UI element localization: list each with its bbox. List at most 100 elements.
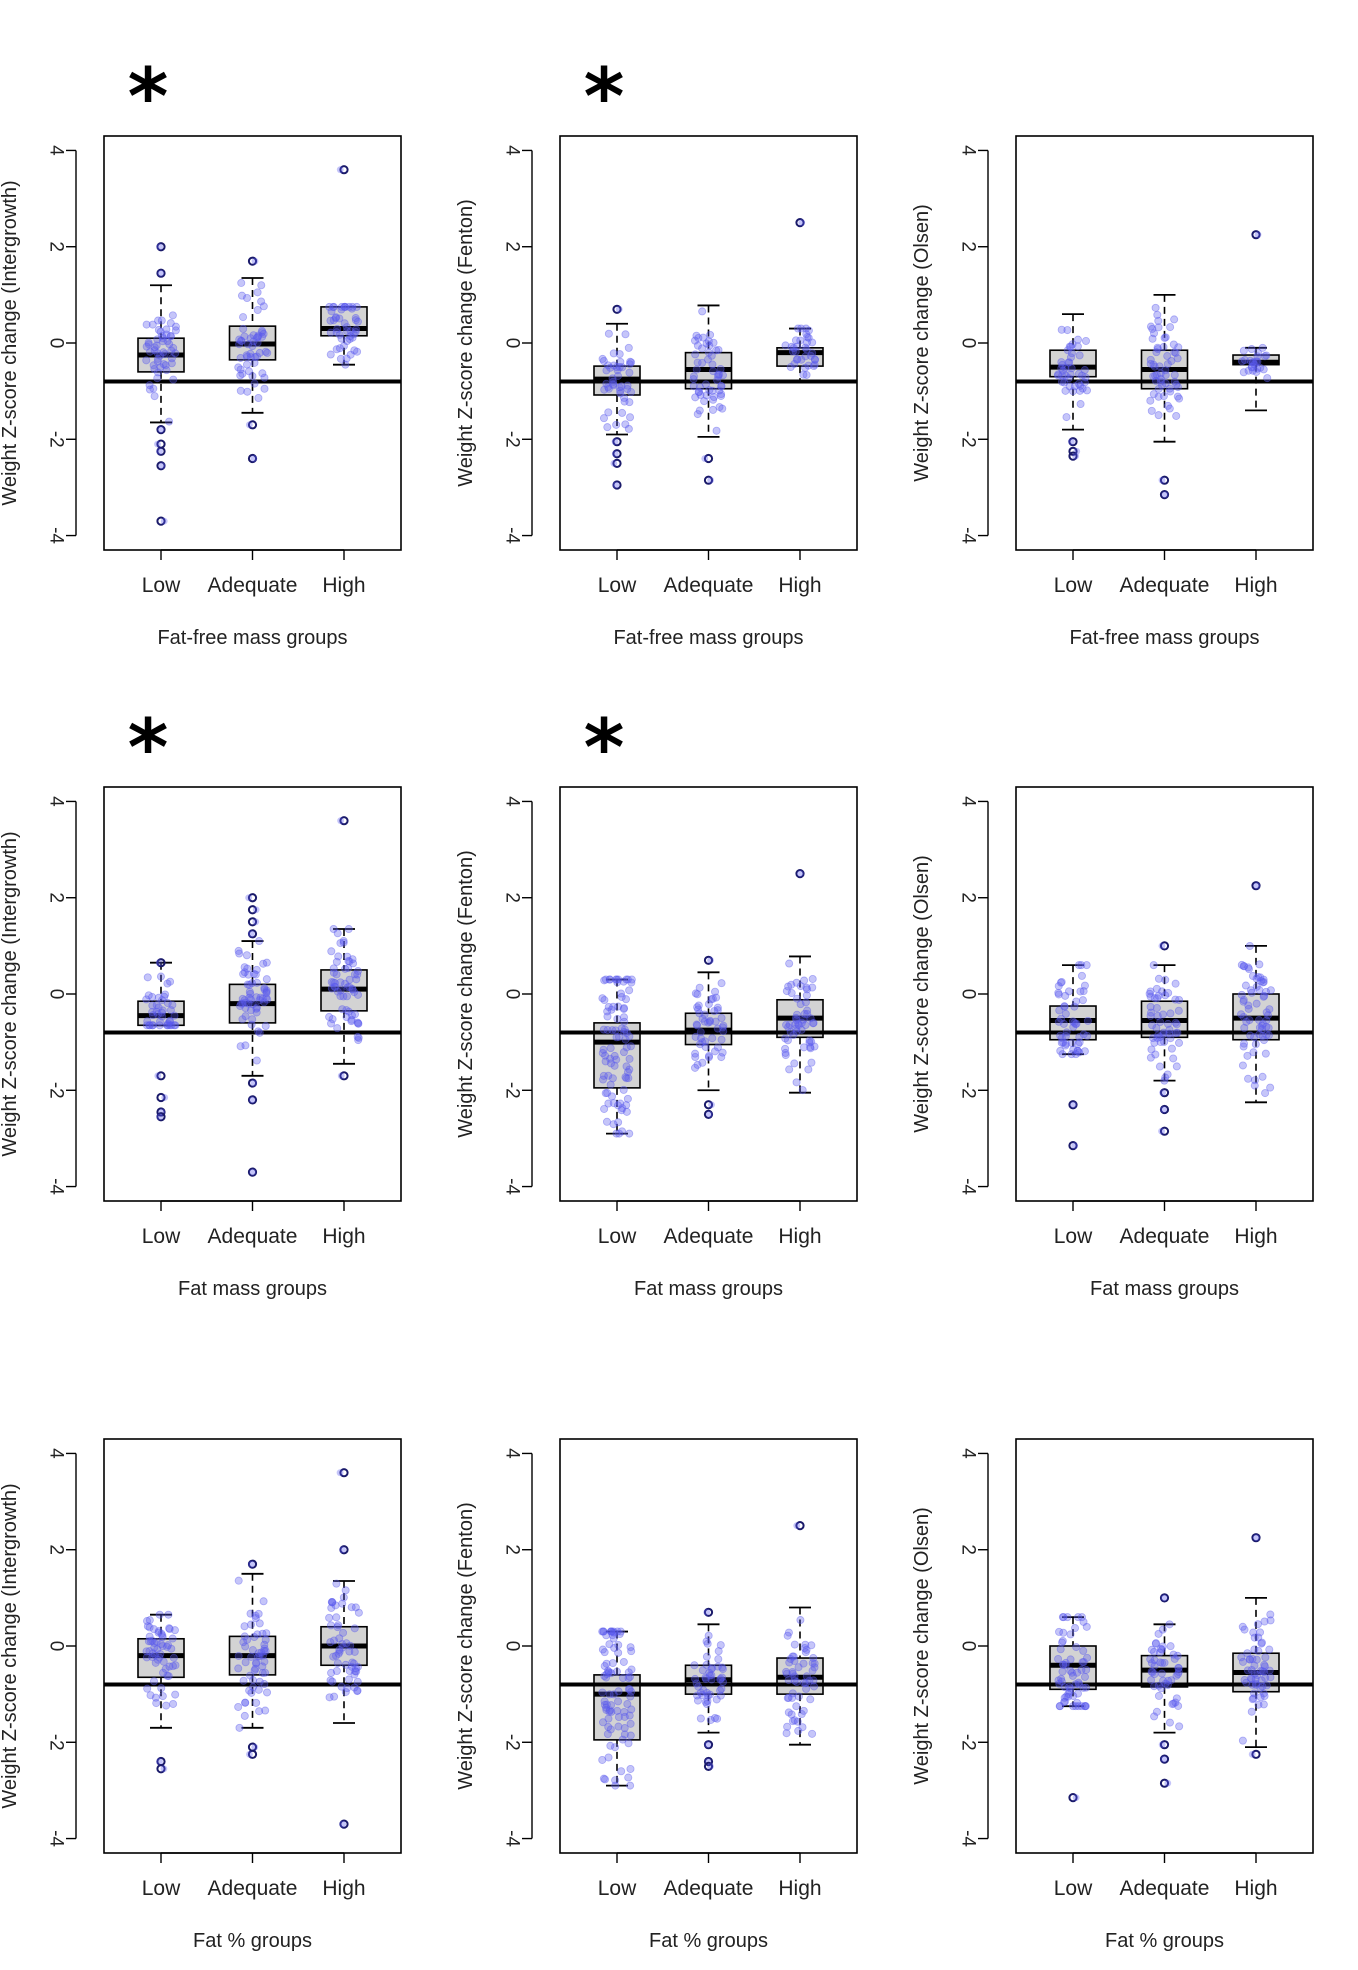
outlier-point (339, 165, 349, 175)
box-adequate: Adequate (1120, 1623, 1209, 1900)
data-point (695, 983, 704, 992)
data-point (796, 336, 805, 345)
outlier-point (156, 425, 166, 435)
data-point (709, 338, 718, 347)
data-point (611, 1776, 620, 1785)
data-point (326, 1621, 335, 1630)
data-point (353, 1677, 362, 1686)
data-point (600, 1700, 609, 1709)
data-point (604, 384, 613, 393)
data-point (1255, 960, 1264, 969)
data-point (790, 1059, 799, 1068)
data-point (804, 326, 813, 335)
data-point (719, 1677, 728, 1686)
data-point (1059, 1613, 1068, 1622)
data-point (712, 346, 721, 355)
data-point (262, 988, 271, 997)
data-point (342, 1013, 351, 1022)
data-point (616, 357, 625, 366)
data-point (347, 304, 356, 313)
data-point (1146, 987, 1155, 996)
data-point (153, 1010, 162, 1019)
data-point (346, 332, 355, 341)
data-point (1172, 411, 1181, 420)
data-point (604, 1668, 613, 1677)
data-point (1078, 384, 1087, 393)
data-point (705, 1690, 714, 1699)
outlier-point (156, 1071, 166, 1081)
data-point (262, 958, 271, 967)
data-point (695, 1009, 704, 1018)
data-point (601, 1089, 610, 1098)
outlier-point (1068, 1100, 1078, 1110)
data-point (604, 1003, 613, 1012)
data-point (789, 1031, 798, 1040)
data-point (1261, 1089, 1270, 1098)
x-tick-label: High (322, 1877, 365, 1900)
outlier-point (339, 1819, 349, 1829)
data-point (1248, 971, 1257, 980)
data-point (1152, 1023, 1161, 1032)
data-point (784, 1676, 793, 1685)
data-point (710, 1713, 719, 1722)
data-point (713, 376, 722, 385)
data-point (793, 994, 802, 1003)
data-point (241, 1004, 250, 1013)
data-point (163, 1642, 172, 1651)
data-point (1245, 1016, 1254, 1025)
data-point (1252, 367, 1261, 376)
data-point (257, 281, 266, 290)
data-point (253, 305, 262, 314)
data-point (1247, 988, 1256, 997)
data-point (1161, 975, 1170, 984)
outlier-point (247, 905, 258, 915)
data-point (251, 1611, 260, 1620)
data-point (327, 1598, 336, 1607)
data-point (348, 955, 357, 964)
data-point (261, 1022, 270, 1031)
data-point (797, 1018, 806, 1027)
data-point (330, 979, 339, 988)
data-point (1160, 1037, 1169, 1046)
data-point (1161, 1679, 1170, 1688)
data-point (623, 975, 632, 984)
data-point (252, 918, 260, 926)
data-point (790, 1672, 799, 1681)
data-point (790, 1716, 799, 1725)
data-point (1165, 1029, 1174, 1038)
data-point (792, 1016, 801, 1025)
data-point (1245, 1655, 1254, 1664)
data-point (166, 332, 175, 341)
data-point (1066, 353, 1075, 362)
data-point (623, 1068, 632, 1077)
data-point (252, 1698, 261, 1707)
data-point (169, 1699, 178, 1708)
data-point (1240, 1023, 1249, 1032)
data-point (150, 1677, 159, 1686)
data-point (599, 1718, 608, 1727)
x-tick-label: High (778, 1877, 821, 1900)
data-point (143, 1622, 152, 1631)
x-axis-title: Fat-free mass groups (1069, 627, 1259, 649)
data-point (343, 983, 352, 992)
data-point (243, 980, 252, 989)
data-point (153, 349, 162, 358)
data-point (354, 1033, 363, 1042)
data-point (246, 353, 255, 362)
x-tick-label: Low (1054, 574, 1093, 597)
box-high: High (776, 1606, 824, 1900)
data-point (710, 1007, 719, 1016)
data-point (236, 365, 245, 374)
data-point (261, 1647, 270, 1656)
data-point (1060, 378, 1069, 387)
data-point (1158, 476, 1166, 484)
data-point (614, 1118, 623, 1127)
data-point (619, 1673, 628, 1682)
x-tick-label: Low (1054, 1225, 1093, 1248)
data-point (252, 1056, 261, 1065)
data-point (260, 1646, 269, 1655)
data-point (157, 426, 165, 434)
data-point (261, 1668, 270, 1677)
data-point (333, 929, 342, 938)
data-point (625, 1129, 634, 1138)
